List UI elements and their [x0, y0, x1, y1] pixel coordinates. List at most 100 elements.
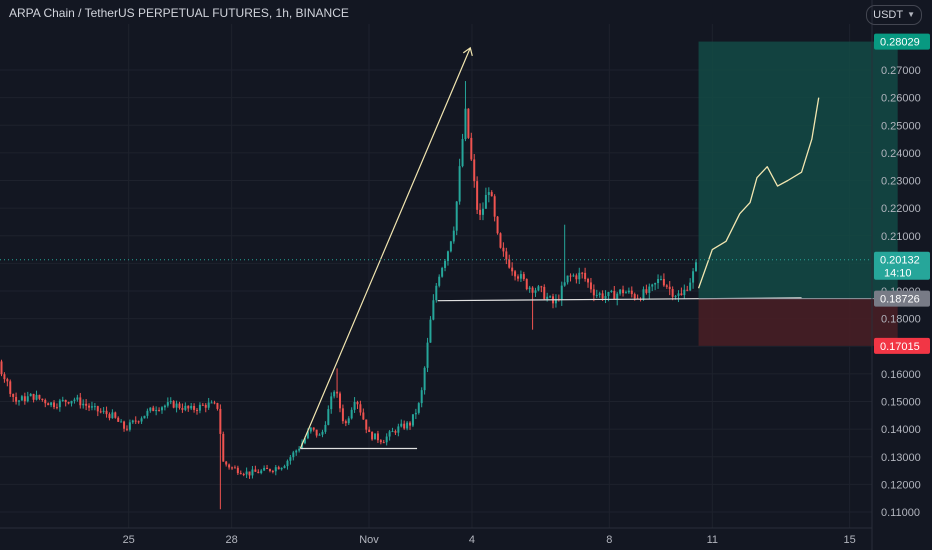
candle-body — [537, 286, 540, 291]
y-tick-label: 0.12000 — [881, 479, 921, 491]
candle-body — [359, 404, 362, 413]
candle-body — [516, 276, 519, 279]
candle-body — [260, 470, 263, 474]
candle-body — [233, 467, 236, 469]
candle-body — [519, 274, 522, 279]
candle-body — [674, 295, 677, 297]
candle-body — [566, 275, 569, 283]
x-tick-label: 15 — [843, 534, 855, 546]
candle-body — [201, 404, 204, 406]
candle-body — [123, 421, 126, 429]
candle-body — [236, 467, 239, 474]
candle-body — [266, 467, 269, 470]
candle-body — [306, 431, 309, 439]
candle-body — [423, 367, 426, 391]
candle-body — [169, 401, 172, 403]
countdown-label: 14:10 — [884, 268, 912, 280]
candle-body — [239, 473, 242, 475]
candle-body — [134, 420, 137, 422]
candle-body — [341, 408, 344, 422]
candle-body — [330, 396, 333, 410]
candle-body — [143, 415, 146, 419]
candle-body — [70, 400, 73, 404]
candle-body — [522, 274, 525, 280]
candle-body — [429, 319, 432, 343]
candle-body — [350, 409, 353, 419]
y-tick-label: 0.26000 — [881, 93, 921, 105]
candle-body — [88, 405, 91, 408]
candle-body — [651, 284, 654, 287]
candle-body — [47, 403, 50, 406]
current-price-badge: 0.20132 — [880, 255, 920, 267]
candle-body — [3, 374, 6, 380]
candle-body — [648, 286, 651, 293]
x-tick-label: 4 — [469, 534, 475, 546]
candle-body — [595, 294, 598, 296]
candle-body — [388, 431, 391, 437]
candle-body — [589, 282, 592, 290]
x-tick-label: 11 — [707, 534, 718, 546]
candle-body — [362, 412, 365, 420]
candle-body — [444, 260, 447, 268]
projection-path — [697, 97, 820, 289]
candle-body — [295, 450, 298, 453]
candle-body — [120, 421, 123, 423]
candle-body — [619, 289, 622, 294]
candle-body — [376, 433, 379, 441]
candle-body — [686, 289, 689, 291]
candle-body — [633, 294, 636, 299]
candle-body — [312, 427, 315, 430]
candle-body — [414, 412, 417, 415]
candle-body — [140, 418, 143, 422]
candle-body — [659, 278, 662, 280]
candle-body — [166, 402, 169, 406]
candle-body — [461, 139, 464, 167]
candle-body — [692, 271, 695, 283]
candle-body — [549, 296, 552, 298]
candle-body — [452, 230, 455, 242]
candle-body — [601, 293, 604, 299]
candle-body — [677, 293, 680, 296]
candle-body — [111, 412, 114, 419]
candle-body — [607, 292, 610, 297]
y-tick-label: 0.24000 — [881, 148, 921, 160]
candle-body — [333, 391, 336, 397]
candle-body — [309, 427, 312, 432]
y-tick-label: 0.13000 — [881, 452, 921, 464]
candle-body — [587, 278, 590, 283]
candle-body — [511, 267, 514, 272]
candle-body — [181, 408, 184, 410]
candle-body — [216, 403, 219, 409]
currency-button[interactable]: USDT ▼ — [866, 5, 922, 25]
candle-body — [152, 407, 155, 412]
candle-body — [207, 402, 210, 408]
candle-body — [374, 433, 377, 440]
candle-body — [146, 410, 149, 416]
candle-body — [654, 283, 657, 285]
current-price-badge-bg — [874, 251, 930, 280]
candle-body — [347, 418, 350, 424]
candle-body — [645, 289, 648, 293]
candle-body — [449, 241, 452, 252]
stop-price-badge-bg — [874, 337, 930, 354]
y-tick-label: 0.11000 — [881, 507, 920, 519]
y-tick-label: 0.16000 — [881, 369, 921, 381]
candle-body — [365, 419, 368, 430]
candle-body — [225, 461, 228, 465]
candle-body — [155, 409, 158, 412]
candle-body — [23, 396, 26, 402]
candle-body — [35, 394, 38, 400]
candle-body — [502, 247, 505, 252]
target-price-badge: 0.28029 — [880, 37, 920, 49]
candle-body — [96, 406, 99, 412]
stop-zone — [698, 298, 898, 346]
candle-body — [575, 275, 578, 280]
candle-body — [105, 410, 108, 415]
candle-body — [32, 393, 35, 400]
candle-body — [479, 209, 482, 215]
candle-body — [76, 397, 79, 400]
candle-body — [534, 290, 537, 293]
candle-body — [79, 397, 82, 406]
